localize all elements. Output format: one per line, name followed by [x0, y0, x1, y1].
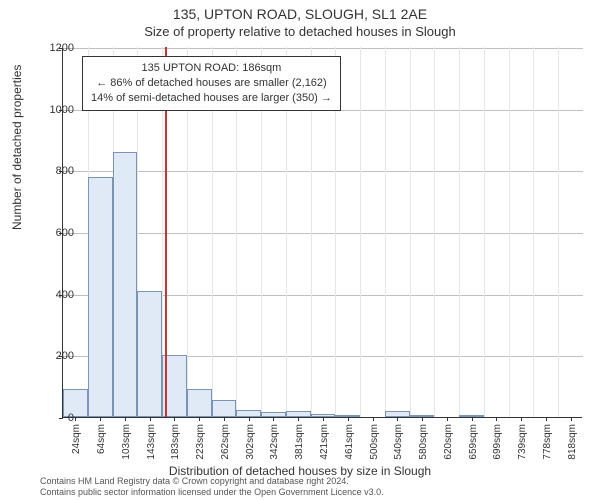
- gridline-v: [509, 47, 510, 417]
- xtick-mark: [447, 417, 448, 421]
- xtick-mark: [472, 417, 473, 421]
- xtick-mark: [125, 417, 126, 421]
- xtick-mark: [348, 417, 349, 421]
- chart-main-title: 135, UPTON ROAD, SLOUGH, SL1 2AE: [0, 0, 600, 22]
- xtick-mark: [323, 417, 324, 421]
- xtick-mark: [521, 417, 522, 421]
- ytick-label: 1000: [34, 104, 74, 116]
- xtick-mark: [249, 417, 250, 421]
- xtick-mark: [224, 417, 225, 421]
- gridline-v: [484, 47, 485, 417]
- xtick-mark: [373, 417, 374, 421]
- xtick-label: 421sqm: [319, 424, 330, 460]
- xtick-mark: [273, 417, 274, 421]
- xtick-label: 64sqm: [96, 424, 107, 454]
- xtick-mark: [422, 417, 423, 421]
- histogram-bar: [137, 291, 162, 417]
- gridline-v: [533, 47, 534, 417]
- ytick-label: 400: [34, 289, 74, 301]
- xtick-mark: [397, 417, 398, 421]
- histogram-bar: [212, 400, 237, 417]
- ytick-label: 0: [34, 412, 74, 424]
- xtick-label: 302sqm: [245, 424, 256, 460]
- xtick-label: 540sqm: [393, 424, 404, 460]
- annotation-line: 135 UPTON ROAD: 186sqm: [91, 61, 332, 76]
- xtick-mark: [174, 417, 175, 421]
- xtick-label: 778sqm: [542, 424, 553, 460]
- xtick-label: 659sqm: [468, 424, 479, 460]
- xtick-mark: [100, 417, 101, 421]
- xtick-mark: [150, 417, 151, 421]
- xtick-label: 461sqm: [344, 424, 355, 460]
- xtick-label: 342sqm: [269, 424, 280, 460]
- xtick-label: 500sqm: [369, 424, 380, 460]
- chart-sub-title: Size of property relative to detached ho…: [0, 22, 600, 39]
- gridline-v: [410, 47, 411, 417]
- gridline-v: [459, 47, 460, 417]
- annotation-line: 14% of semi-detached houses are larger (…: [91, 91, 332, 106]
- footer-line-2: Contains public sector information licen…: [40, 487, 384, 498]
- gridline-v: [558, 47, 559, 417]
- xtick-mark: [199, 417, 200, 421]
- gridline-v: [434, 47, 435, 417]
- footer-line-1: Contains HM Land Registry data © Crown c…: [40, 476, 384, 487]
- gridline-v: [360, 47, 361, 417]
- gridline-v: [385, 47, 386, 417]
- histogram-bar: [236, 410, 261, 417]
- ytick-label: 600: [34, 227, 74, 239]
- xtick-label: 818sqm: [567, 424, 578, 460]
- chart-container: 135 UPTON ROAD: 186sqm← 86% of detached …: [62, 48, 582, 418]
- histogram-bar: [187, 389, 212, 417]
- gridline-h: [63, 48, 583, 49]
- xtick-mark: [298, 417, 299, 421]
- xtick-mark: [75, 417, 76, 421]
- xtick-label: 739sqm: [517, 424, 528, 460]
- xtick-mark: [546, 417, 547, 421]
- xtick-label: 699sqm: [492, 424, 503, 460]
- xtick-label: 223sqm: [195, 424, 206, 460]
- xtick-label: 262sqm: [220, 424, 231, 460]
- xtick-label: 103sqm: [121, 424, 132, 460]
- xtick-label: 183sqm: [170, 424, 181, 460]
- xtick-mark: [571, 417, 572, 421]
- xtick-label: 143sqm: [146, 424, 157, 460]
- ytick-label: 200: [34, 350, 74, 362]
- annotation-line: ← 86% of detached houses are smaller (2,…: [91, 76, 332, 91]
- xtick-mark: [496, 417, 497, 421]
- histogram-bar: [113, 152, 138, 417]
- xtick-label: 381sqm: [294, 424, 305, 460]
- gridline-h: [63, 233, 583, 234]
- gridline-h: [63, 171, 583, 172]
- xtick-label: 580sqm: [418, 424, 429, 460]
- annotation-box: 135 UPTON ROAD: 186sqm← 86% of detached …: [82, 56, 341, 111]
- xtick-label: 620sqm: [443, 424, 454, 460]
- xtick-label: 24sqm: [71, 424, 82, 454]
- y-axis-title: Number of detached properties: [10, 65, 24, 230]
- ytick-label: 1200: [34, 42, 74, 54]
- footer-attribution: Contains HM Land Registry data © Crown c…: [40, 476, 384, 498]
- histogram-bar: [88, 177, 113, 418]
- ytick-label: 800: [34, 165, 74, 177]
